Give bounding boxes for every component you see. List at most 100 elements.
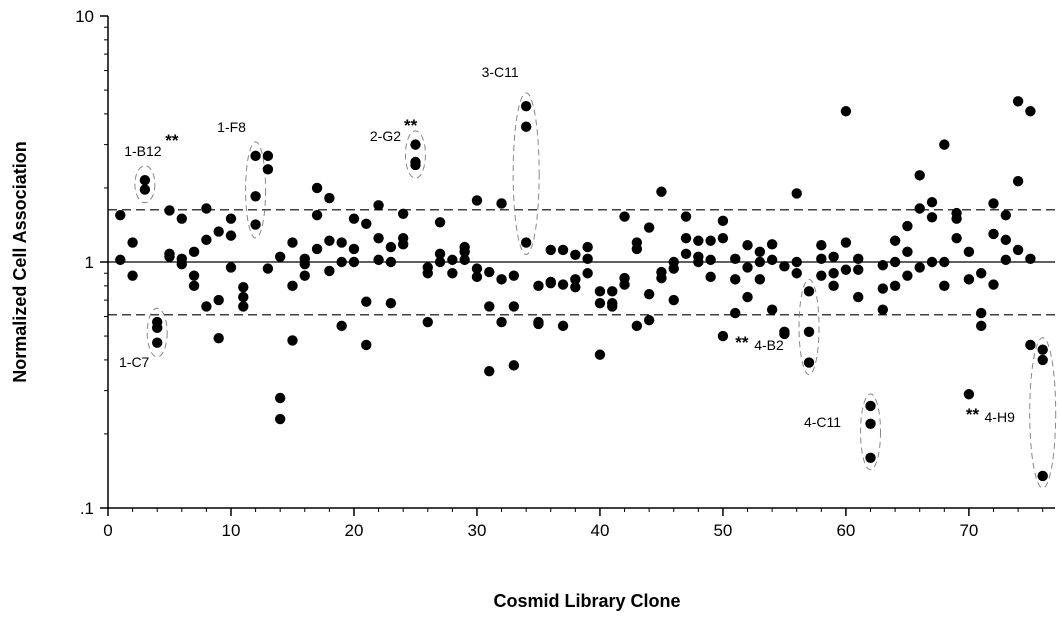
data-point [262,164,274,175]
annotation-label: 3-C11 [482,64,519,80]
data-point [410,139,421,150]
data-point [188,280,200,292]
annotation-label: 4-C11 [804,414,841,430]
data-point [508,270,520,281]
data-point [988,198,999,209]
y-tick-label: 10 [75,7,94,26]
data-point [164,251,175,262]
data-point [803,357,815,368]
data-point [520,100,532,112]
data-point [742,240,753,251]
data-point [643,222,655,233]
data-point [926,197,938,208]
data-point [840,106,852,117]
data-point [680,211,692,222]
data-point [668,294,679,306]
data-point [250,219,261,230]
annotation-ellipse [798,278,820,376]
data-point [115,209,126,221]
data-point [274,413,286,425]
data-point [262,263,274,274]
data-point [865,400,876,412]
data-point [865,452,876,463]
data-point [570,249,581,260]
annotation-label: 1-F8 [217,119,246,135]
data-point [680,248,692,259]
annotation-ellipse [1029,337,1057,489]
data-point [902,270,913,281]
data-point [803,286,815,297]
data-point [656,186,667,197]
data-point [238,301,249,312]
data-point [963,274,975,285]
data-point [914,203,925,214]
data-point [188,270,200,281]
x-tick-label: 40 [590,521,609,540]
data-point [717,215,729,227]
data-point [988,279,999,290]
data-point [201,234,212,246]
x-tick-label: 0 [103,521,112,540]
data-point [311,243,323,255]
data-point [717,330,729,342]
data-point [385,298,397,309]
data-point [865,418,876,429]
data-point [213,294,224,306]
data-point [840,237,852,248]
data-point [361,296,372,307]
data-point [324,192,335,204]
data-point [939,139,950,150]
data-point [730,253,741,265]
data-point [631,243,643,255]
data-point [680,232,692,244]
annotation-label: 1-B12 [124,143,162,159]
data-point [902,246,913,258]
data-point [754,246,766,258]
data-point [176,213,187,224]
data-point [201,203,212,214]
annotation-significance-stars: ** [165,131,179,150]
x-tick-label: 50 [713,521,732,540]
x-tick-label: 10 [222,521,241,540]
data-point [766,239,778,250]
data-point [139,184,151,195]
data-point [385,256,397,268]
annotation-significance-stars: ** [404,116,418,135]
data-point [853,264,864,275]
data-point [311,209,323,221]
data-point [951,213,962,224]
data-point [1025,253,1036,265]
data-point [730,274,741,285]
data-point [447,254,458,266]
y-tick-label: 1 [85,253,94,272]
data-point [225,213,237,224]
data-point [594,286,606,297]
data-point [496,198,507,209]
data-point [348,213,360,224]
data-point [914,262,925,273]
data-point [557,279,569,290]
data-point [213,333,224,344]
data-point [853,291,864,303]
x-tick-label: 30 [468,521,487,540]
data-point [151,322,163,334]
data-point [520,237,532,248]
data-point [816,270,827,281]
annotation-ellipse [146,307,168,358]
data-point [570,274,581,285]
reference-lines [108,209,1055,316]
data-point [1037,470,1048,482]
y-axis-title: Normalized Cell Association [10,141,30,382]
data-point [176,258,187,270]
data-point [607,286,618,297]
data-point [484,301,495,312]
data-point [484,266,495,278]
data-point [607,301,618,312]
data-point [545,278,556,289]
data-point [373,232,384,244]
annotation-ellipse [245,141,267,239]
data-point [397,208,409,220]
data-point [385,241,397,253]
data-point [434,217,446,228]
